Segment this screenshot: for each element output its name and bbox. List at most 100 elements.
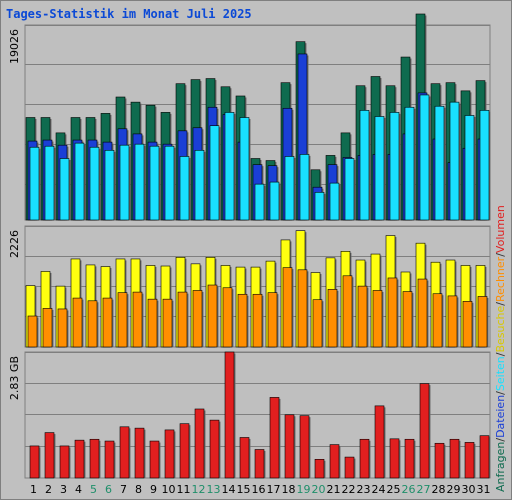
bar-rechner-day-12 (192, 290, 203, 348)
bar-rechner-day-24 (372, 290, 383, 348)
bar-volumen-day-6 (104, 440, 115, 479)
panel-1-y-tick-label: 19026 (8, 29, 21, 64)
bar-volumen-day-20 (314, 459, 325, 479)
x-tick-label: 2 (45, 483, 52, 496)
legend-entry: / (494, 253, 507, 257)
bar-seiten-day-2 (44, 145, 55, 221)
x-tick-label: 22 (342, 483, 356, 496)
bar-volumen-day-24 (374, 405, 385, 479)
x-tick-label: 7 (120, 483, 127, 496)
bar-rechner-day-30 (462, 301, 473, 348)
bar-volumen-day-29 (449, 438, 460, 479)
bar-rechner-day-26 (402, 291, 413, 348)
bar-volumen-day-5 (89, 438, 100, 479)
x-tick-label: 10 (162, 483, 176, 496)
chart-title: Tages-Statistik im Monat Juli 2025 (6, 7, 252, 21)
bar-seiten-day-18 (284, 156, 295, 221)
x-tick-label: 19 (297, 483, 311, 496)
x-tick-label: 13 (207, 483, 221, 496)
bar-volumen-day-7 (119, 426, 130, 479)
bar-seiten-day-19 (299, 154, 310, 221)
bar-seiten-day-3 (59, 158, 70, 221)
bar-volumen-day-26 (404, 438, 415, 479)
bar-rechner-day-19 (297, 269, 308, 348)
bar-rechner-day-18 (282, 267, 293, 348)
bar-rechner-day-27 (417, 278, 428, 348)
bar-rechner-day-7 (117, 292, 128, 348)
bar-rechner-day-4 (72, 297, 83, 348)
bar-rechner-day-14 (222, 287, 233, 348)
bar-rechner-day-8 (132, 291, 143, 348)
bar-volumen-day-31 (479, 435, 490, 479)
bar-rechner-day-15 (237, 293, 248, 348)
bar-volumen-day-21 (329, 444, 340, 479)
bar-volumen-day-8 (134, 427, 145, 479)
x-tick-label: 31 (477, 483, 491, 496)
bar-rechner-day-22 (342, 275, 353, 348)
bar-seiten-day-5 (89, 146, 100, 221)
x-tick-label: 30 (462, 483, 476, 496)
bar-volumen-day-13 (209, 419, 220, 479)
bar-rechner-day-3 (57, 308, 68, 348)
x-tick-label: 4 (75, 483, 82, 496)
bar-volumen-day-11 (179, 423, 190, 479)
bar-volumen-day-27 (419, 383, 430, 479)
x-tick-label: 18 (282, 483, 296, 496)
x-tick-label: 23 (357, 483, 371, 496)
x-tick-label: 26 (402, 483, 416, 496)
bar-seiten-day-11 (179, 156, 190, 221)
bar-seiten-day-15 (239, 117, 250, 221)
x-tick-label: 20 (312, 483, 326, 496)
bar-rechner-day-17 (267, 292, 278, 348)
legend-entry: / (494, 391, 507, 395)
bar-seiten-day-14 (224, 112, 235, 221)
x-tick-label: 12 (192, 483, 206, 496)
bar-seiten-day-4 (74, 142, 85, 221)
x-tick-label: 15 (237, 483, 251, 496)
bar-rechner-day-28 (432, 293, 443, 348)
bar-seiten-day-16 (254, 183, 265, 221)
bar-volumen-day-14 (224, 351, 235, 479)
legend-entry: / (494, 302, 507, 306)
bar-seiten-day-28 (434, 105, 445, 221)
x-tick-label: 14 (222, 483, 236, 496)
bar-volumen-day-17 (269, 397, 280, 479)
x-tick-label: 5 (90, 483, 97, 496)
bar-volumen-day-3 (59, 445, 70, 479)
x-tick-label: 29 (447, 483, 461, 496)
x-tick-label: 24 (372, 483, 386, 496)
bar-seiten-day-31 (479, 110, 490, 221)
x-tick-label: 16 (252, 483, 266, 496)
bar-seiten-day-13 (209, 125, 220, 221)
x-tick-label: 9 (150, 483, 157, 496)
bar-volumen-day-23 (359, 438, 370, 479)
legend-entry: Seiten (494, 356, 507, 391)
bar-volumen-day-19 (299, 415, 310, 479)
bar-seiten-day-7 (119, 144, 130, 221)
bar-seiten-day-12 (194, 150, 205, 221)
bar-seiten-day-24 (374, 116, 385, 221)
bar-volumen-day-22 (344, 456, 355, 479)
bar-volumen-day-28 (434, 442, 445, 479)
panel-3-y-tick-label: 2.83 GB (8, 356, 21, 400)
bar-seiten-day-26 (404, 106, 415, 221)
x-tick-label: 27 (417, 483, 431, 496)
legend-entry: Rechner (494, 256, 507, 302)
x-tick-label: 17 (267, 483, 281, 496)
bar-rechner-day-5 (87, 300, 98, 348)
bar-seiten-day-8 (134, 143, 145, 221)
x-tick-label: 6 (105, 483, 112, 496)
bar-seiten-day-23 (359, 110, 370, 221)
bar-seiten-day-22 (344, 158, 355, 221)
x-tick-label: 3 (60, 483, 67, 496)
x-tick-label: 1 (30, 483, 37, 496)
bar-rechner-day-16 (252, 293, 263, 348)
bar-rechner-day-6 (102, 297, 113, 348)
x-tick-label: 11 (177, 483, 191, 496)
bar-seiten-day-20 (314, 192, 325, 221)
legend-entry: Anfragen (494, 442, 507, 492)
bar-volumen-day-30 (464, 442, 475, 479)
x-tick-label: 8 (135, 483, 142, 496)
x-tick-label: 25 (387, 483, 401, 496)
